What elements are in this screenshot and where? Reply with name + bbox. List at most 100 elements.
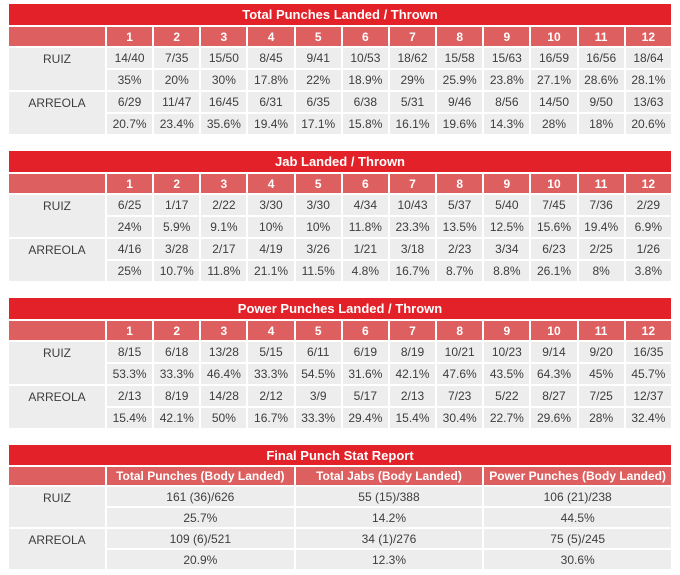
stat-percentage: 28.6% xyxy=(578,70,624,90)
stat-percentage: 23.8% xyxy=(484,70,530,90)
stat-percentage: 28% xyxy=(578,408,624,428)
stat-percentage: 64.3% xyxy=(531,364,577,384)
round-header: 3 xyxy=(201,174,247,193)
stat-value: 16/45 xyxy=(201,92,247,112)
stat-percentage: 21.1% xyxy=(248,261,294,281)
fighter-name: ARREOLA xyxy=(9,239,105,281)
stat-value: 9/41 xyxy=(295,48,341,68)
round-header: 12 xyxy=(625,174,671,193)
round-header: 10 xyxy=(531,321,577,340)
round-header: 7 xyxy=(389,174,436,193)
stat-value: 5/15 xyxy=(248,342,294,362)
stat-value: 1/26 xyxy=(625,239,671,259)
stat-percentage: 13.5% xyxy=(437,217,483,237)
stat-percentage: 16.1% xyxy=(389,114,436,134)
stat-value: 2/13 xyxy=(107,386,153,406)
round-header: 7 xyxy=(389,321,436,340)
stat-percentage: 19.6% xyxy=(437,114,483,134)
round-header: 11 xyxy=(578,174,624,193)
stat-value: 10/21 xyxy=(437,342,483,362)
stat-value: 1/17 xyxy=(154,195,200,215)
stat-percentage: 30.6% xyxy=(484,550,671,569)
stat-value: 14/40 xyxy=(107,48,153,68)
stat-value: 15/63 xyxy=(484,48,530,68)
stat-table: Jab Landed / Thrown 1 2 3 4 5 6 7 8 9 10 11 12 RUIZ 6/… xyxy=(7,149,673,283)
stat-percentage: 22% xyxy=(295,70,341,90)
stat-value: 10/43 xyxy=(389,195,436,215)
stat-percentage: 53.3% xyxy=(107,364,153,384)
stat-value: 2/13 xyxy=(389,386,436,406)
stat-percentage: 4.8% xyxy=(342,261,388,281)
stat-value: 9/46 xyxy=(437,92,483,112)
stat-value: 9/20 xyxy=(578,342,624,362)
corner-cell xyxy=(9,321,105,340)
stat-value: 3/26 xyxy=(295,239,341,259)
stat-percentage: 35.6% xyxy=(201,114,247,134)
stat-value: 14/28 xyxy=(201,386,247,406)
stat-value: 5/37 xyxy=(437,195,483,215)
stat-value: 14/50 xyxy=(531,92,577,112)
stat-percentage: 20.9% xyxy=(107,550,294,569)
round-header: 6 xyxy=(342,27,388,46)
stat-percentage: 30% xyxy=(201,70,247,90)
stat-percentage: 3.8% xyxy=(625,261,671,281)
round-header: 1 xyxy=(107,321,153,340)
stat-value: 5/40 xyxy=(484,195,530,215)
round-header: 9 xyxy=(484,174,530,193)
stat-value: 13/28 xyxy=(201,342,247,362)
stat-value: 2/12 xyxy=(248,386,294,406)
stat-percentage: 28% xyxy=(531,114,577,134)
stat-percentage: 10.7% xyxy=(154,261,200,281)
stat-value: 11/47 xyxy=(154,92,200,112)
table-jabs: Jab Landed / Thrown 1 2 3 4 5 6 7 8 9 10 11 12 RUIZ 6/… xyxy=(7,149,673,283)
stat-value: 16/35 xyxy=(625,342,671,362)
stat-value: 16/59 xyxy=(531,48,577,68)
stat-value: 7/36 xyxy=(578,195,624,215)
stat-percentage: 15.6% xyxy=(531,217,577,237)
stat-value: 1/21 xyxy=(342,239,388,259)
stat-percentage: 25.9% xyxy=(437,70,483,90)
stat-value: 2/22 xyxy=(201,195,247,215)
round-header: 3 xyxy=(201,321,247,340)
stat-value: 3/30 xyxy=(248,195,294,215)
stat-value: 6/29 xyxy=(107,92,153,112)
table-title: Jab Landed / Thrown xyxy=(9,151,671,172)
round-header: 10 xyxy=(531,27,577,46)
stat-value: 9/14 xyxy=(531,342,577,362)
round-header: 9 xyxy=(484,321,530,340)
stat-percentage: 11.5% xyxy=(295,261,341,281)
stat-value: 6/31 xyxy=(248,92,294,112)
round-header: 2 xyxy=(154,27,200,46)
fighter-name: RUIZ xyxy=(9,487,105,527)
stat-percentage: 15.4% xyxy=(389,408,436,428)
stat-value: 8/19 xyxy=(154,386,200,406)
stat-column-header: Power Punches (Body Landed) xyxy=(484,467,671,485)
stat-percentage: 31.6% xyxy=(342,364,388,384)
stat-percentage: 15.8% xyxy=(342,114,388,134)
fighter-name: RUIZ xyxy=(9,195,105,237)
round-header: 6 xyxy=(342,174,388,193)
stat-value: 15/50 xyxy=(201,48,247,68)
stat-percentage: 15.4% xyxy=(107,408,153,428)
stat-percentage: 12.3% xyxy=(295,550,483,569)
stat-value: 6/11 xyxy=(295,342,341,362)
stat-percentage: 45.7% xyxy=(625,364,671,384)
stat-value: 8/45 xyxy=(248,48,294,68)
stat-value: 2/23 xyxy=(437,239,483,259)
stat-percentage: 42.1% xyxy=(154,408,200,428)
stat-percentage: 16.7% xyxy=(248,408,294,428)
stat-value: 8/56 xyxy=(484,92,530,112)
stat-percentage: 19.4% xyxy=(248,114,294,134)
stat-percentage: 33.3% xyxy=(154,364,200,384)
stat-value: 7/23 xyxy=(437,386,483,406)
fighter-name: RUIZ xyxy=(9,342,105,384)
table-title: Total Punches Landed / Thrown xyxy=(9,4,671,25)
round-header: 8 xyxy=(437,321,483,340)
round-header: 5 xyxy=(295,174,341,193)
stat-percentage: 17.8% xyxy=(248,70,294,90)
stat-value: 2/17 xyxy=(201,239,247,259)
stat-percentage: 47.6% xyxy=(437,364,483,384)
round-header: 4 xyxy=(248,321,294,340)
round-header: 12 xyxy=(625,321,671,340)
